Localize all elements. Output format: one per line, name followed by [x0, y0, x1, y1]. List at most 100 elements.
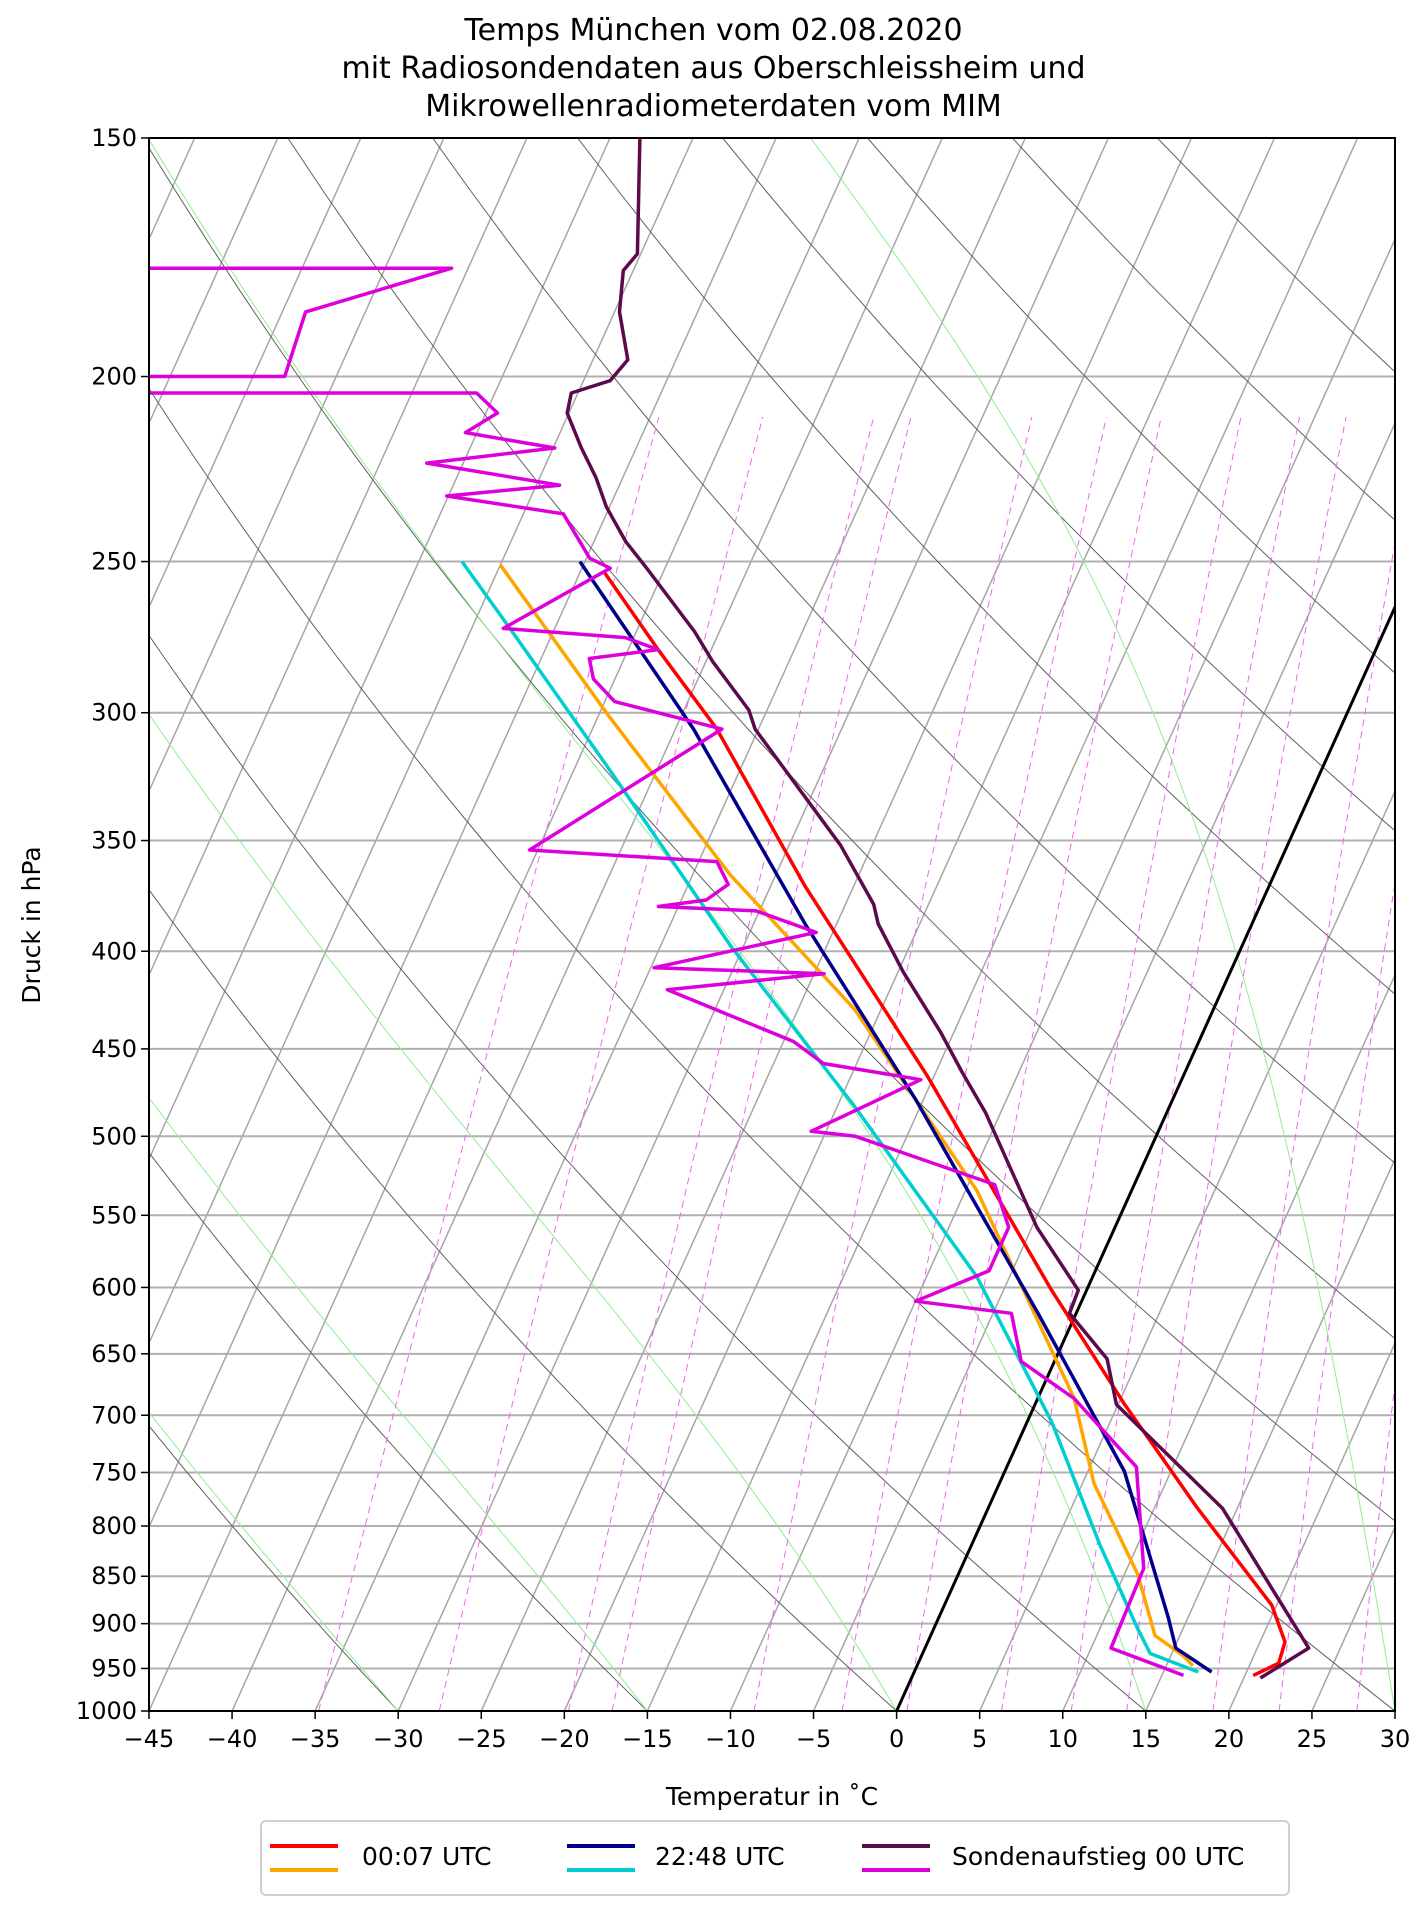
- isotherm-line: [397, 138, 1110, 1711]
- y-tick-label: 700: [91, 1401, 137, 1429]
- y-tick-label: 300: [91, 699, 137, 727]
- zero-isotherm-line: [895, 603, 1395, 1711]
- moist-adiabat-line: [149, 138, 1147, 1711]
- isotherm-line: [149, 138, 611, 1161]
- dry-adiabat-line: [432, 138, 1395, 1164]
- mixing-ratio-line: [1278, 879, 1395, 1711]
- isotherm-line: [149, 138, 777, 1529]
- y-tick-label: 400: [91, 937, 137, 965]
- isotherm-line: [1062, 973, 1395, 1711]
- mixing-ratio-line: [611, 416, 912, 1711]
- isotherm-line: [149, 138, 279, 425]
- x-tick-label: 20: [1214, 1725, 1245, 1753]
- mixing-ratio-line: [568, 416, 875, 1711]
- mixing-ratio-line: [841, 416, 1107, 1711]
- mixing-ratio-line: [1212, 540, 1395, 1711]
- y-tick-label: 600: [91, 1273, 137, 1301]
- title-line-1: Temps München vom 02.08.2020: [464, 13, 963, 48]
- y-tick-label: 950: [91, 1654, 137, 1682]
- y-tick-label: 900: [91, 1610, 137, 1638]
- y-tick-label: 1000: [76, 1697, 137, 1725]
- x-tick-label: 25: [1297, 1725, 1328, 1753]
- isotherm-line: [1145, 1157, 1395, 1711]
- moist-adiabat-line: [149, 1411, 399, 1711]
- legend-swatch-sounding-td: [862, 1868, 930, 1872]
- dry-adiabat-line: [866, 138, 1395, 674]
- x-tick-label: −10: [705, 1725, 756, 1753]
- dry-adiabat-line: [721, 138, 1395, 832]
- isotherm-line: [563, 138, 1276, 1711]
- x-tick-label: −25: [456, 1725, 507, 1753]
- isotherm-line: [1228, 1341, 1395, 1711]
- dry-adiabat-line: [149, 888, 897, 1711]
- background-lines: [149, 138, 1395, 1711]
- isotherm-line: [149, 138, 362, 609]
- x-tick-label: −40: [207, 1725, 258, 1753]
- legend: 00:07 UTC 22:48 UTC Sondenaufstieg 00 UT…: [260, 1820, 1290, 1896]
- x-tick-label: 30: [1380, 1725, 1411, 1753]
- series-radiometer-2248-td: [460, 560, 1199, 1674]
- legend-label: Sondenaufstieg 00 UTC: [952, 1842, 1245, 1871]
- plot-frame: [148, 137, 1396, 1712]
- moist-adiabat-line: [810, 138, 1395, 1711]
- x-tick-label: −35: [290, 1725, 341, 1753]
- y-tick-label: 850: [91, 1562, 137, 1590]
- title-line-3: Mikrowellenradiometerdaten vom MIM: [425, 89, 1002, 124]
- legend-swatch-2248-td: [567, 1868, 635, 1872]
- dry-adiabat-line: [149, 147, 1395, 1522]
- dry-adiabat-line: [149, 387, 1395, 1711]
- isotherm-line: [149, 138, 528, 977]
- x-tick-label: −20: [539, 1725, 590, 1753]
- isotherm-line: [646, 138, 1359, 1711]
- y-tick-label: 650: [91, 1340, 137, 1368]
- dry-adiabat-line: [149, 634, 1147, 1711]
- moist-adiabat-line: [149, 713, 898, 1711]
- legend-swatch-0007-td: [270, 1868, 338, 1872]
- chart-title: Temps München vom 02.08.2020 mit Radioso…: [0, 12, 1427, 126]
- isotherm-line: [480, 138, 1193, 1711]
- isotherm-line: [1394, 1709, 1395, 1711]
- x-tick-label: −30: [373, 1725, 424, 1753]
- x-tick-label: −5: [796, 1725, 831, 1753]
- legend-label: 00:07 UTC: [362, 1842, 492, 1871]
- y-tick-label: 250: [91, 548, 137, 576]
- x-tick-label: −15: [622, 1725, 673, 1753]
- dry-adiabat-line: [576, 138, 1395, 995]
- x-axis-label: Temperatur in ˚C: [665, 1782, 878, 1811]
- x-tick-label: 5: [972, 1725, 987, 1753]
- y-tick-label: 200: [91, 363, 137, 391]
- x-tick-label: 10: [1047, 1725, 1078, 1753]
- isotherm-line: [812, 421, 1395, 1711]
- series-sounding-td: [149, 266, 1185, 1678]
- legend-label: 22:48 UTC: [655, 1842, 785, 1871]
- mixing-ratio-line: [438, 416, 764, 1711]
- mixing-ratio-line: [906, 416, 1162, 1711]
- y-tick-label: 800: [91, 1512, 137, 1540]
- x-tick-label: −45: [124, 1725, 175, 1753]
- data-series: [149, 138, 1311, 1680]
- dry-adiabat-line: [149, 1152, 648, 1711]
- dry-adiabat-line: [149, 1425, 399, 1711]
- series-radiometer-2248-t: [578, 560, 1213, 1674]
- isotherm-line: [231, 138, 943, 1711]
- legend-swatch-0007-t: [270, 1844, 338, 1848]
- y-tick-label: 450: [91, 1035, 137, 1063]
- title-line-2: mit Radiosondendaten aus Oberschleisshei…: [341, 51, 1086, 86]
- mixing-ratio-line: [753, 416, 1033, 1711]
- dry-adiabat-line: [1011, 138, 1395, 521]
- mixing-ratio-line: [1001, 416, 1242, 1711]
- y-tick-label: 500: [91, 1122, 137, 1150]
- isotherm-line: [978, 789, 1395, 1711]
- isotherm-line: [729, 237, 1395, 1711]
- isotherm-line: [314, 138, 1027, 1711]
- dry-adiabat-line: [287, 138, 1395, 1340]
- legend-swatch-sounding-t: [862, 1844, 930, 1848]
- isotherm-line: [149, 138, 445, 793]
- series-sounding-t: [565, 138, 1311, 1680]
- isotherm-line: [149, 138, 860, 1711]
- mixing-ratio-line: [1126, 416, 1347, 1711]
- x-tick-label: 15: [1131, 1725, 1162, 1753]
- y-tick-label: 350: [91, 827, 137, 855]
- moist-adiabat-line: [149, 1096, 648, 1711]
